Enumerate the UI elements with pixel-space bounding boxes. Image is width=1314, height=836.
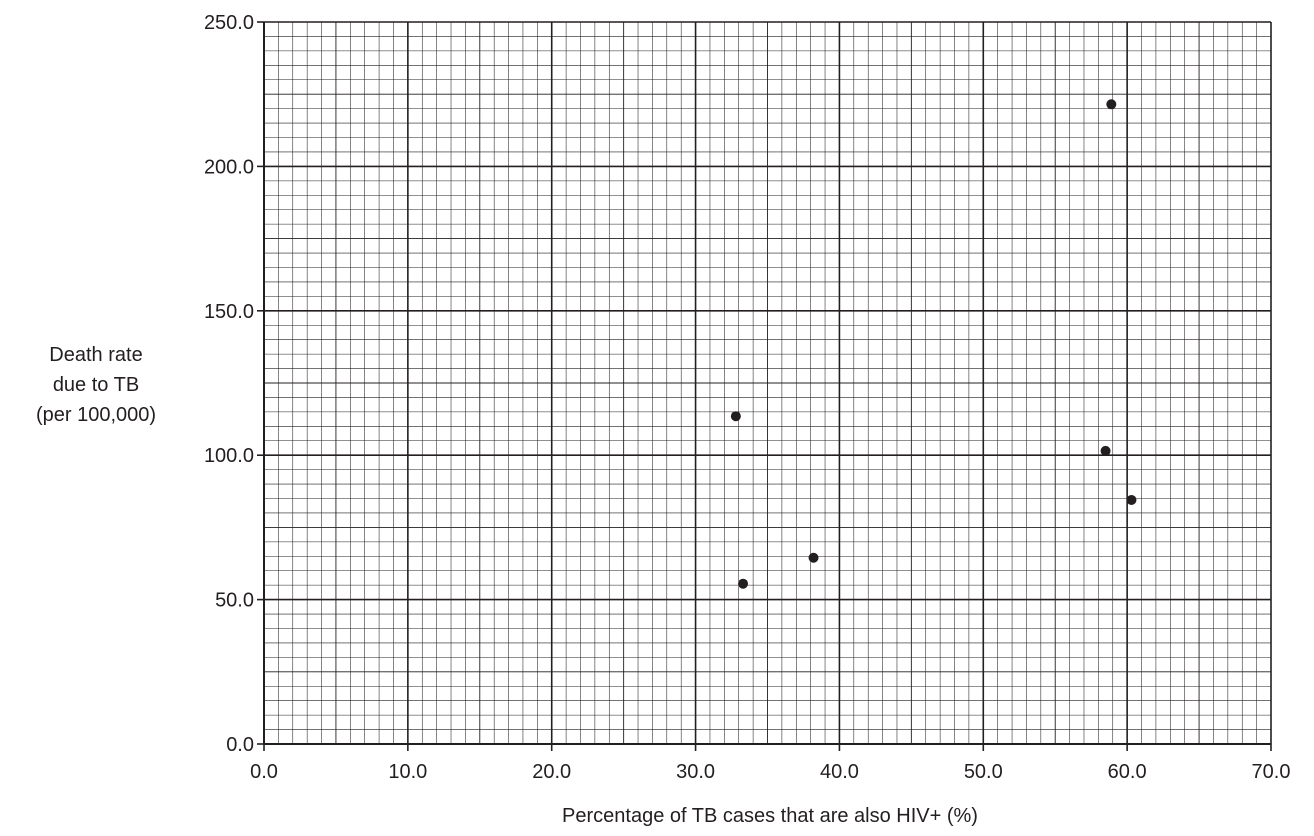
data-point [1100,445,1111,456]
x-tick-label: 30.0 [676,761,715,783]
x-tick-label: 70.0 [1252,761,1291,783]
y-tick-label: 0.0 [226,734,254,756]
y-tick-label: 250.0 [204,12,254,34]
data-point [808,552,819,563]
data-point [1126,494,1137,505]
data-point [1106,99,1117,110]
y-tick-label: 100.0 [204,445,254,467]
x-tick-label: 60.0 [1108,761,1147,783]
data-points [730,99,1137,589]
y-axis-title-line-2: due to TB [53,374,139,396]
x-tick-label: 50.0 [964,761,1003,783]
y-axis-title-line-1: Death rate [49,344,142,366]
data-point [738,578,749,589]
x-tick-label: 20.0 [532,761,571,783]
tick-labels: 0.0 10.0 20.0 30.0 40.0 50.0 60.0 70.0 0.0 50.0 10… [204,12,1291,783]
data-point [730,411,741,422]
axes [257,21,1272,751]
grid [263,21,1272,745]
y-tick-label: 200.0 [204,156,254,178]
x-tick-label: 40.0 [820,761,859,783]
x-axis-title: Percentage of TB cases that are also HIV… [562,805,978,827]
y-tick-label: 150.0 [204,301,254,323]
x-tick-label: 0.0 [250,761,278,783]
y-tick-label: 50.0 [215,590,254,612]
y-axis-title-line-3: (per 100,000) [36,404,156,426]
x-tick-label: 10.0 [388,761,427,783]
